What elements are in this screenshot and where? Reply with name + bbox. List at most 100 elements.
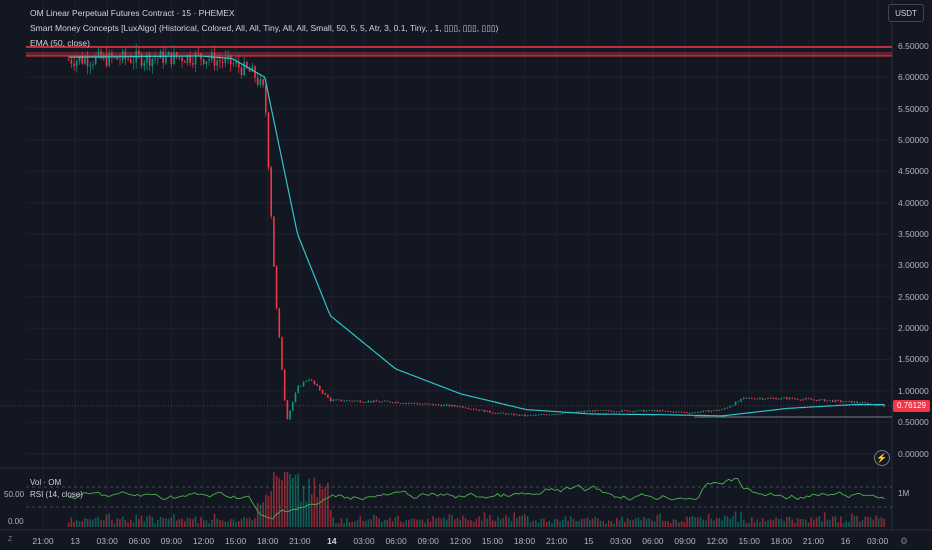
volume-bar [227,521,229,527]
candle-body [316,384,318,386]
volume-bar [826,519,829,527]
candle-body [386,400,389,402]
volume-bar [759,522,761,527]
volume-bar [526,516,529,527]
volume-bar [329,510,332,527]
candle-body [173,52,175,65]
volume-bar [642,516,645,527]
timezone-button[interactable]: Z [8,536,13,543]
candle-body [181,57,183,62]
candle-body [224,57,227,63]
candle-body [189,54,191,64]
volume-legend[interactable]: Vol · OM [30,478,62,487]
ema-indicator-legend[interactable]: EMA (50, close) [30,38,90,48]
candle-body [170,52,173,65]
volume-bar [305,501,308,527]
volume-bar [75,520,78,527]
volume-bar [699,517,702,527]
volume-bar [213,513,216,527]
candle-body [669,411,672,413]
candle-body [310,379,313,381]
volume-bar [721,520,723,527]
candle-body [850,400,853,403]
candle-body [696,412,699,413]
volume-bar [489,515,491,527]
candle-body [675,411,677,413]
candle-body [605,410,607,412]
volume-bar [121,516,124,527]
volume-bar [683,522,686,527]
volume-bar [491,520,494,527]
candle-body [610,410,613,412]
time-axis[interactable]: 21:00 13 03:00 06:00 09:00 12:00 15:00 18:00 21:… [0,530,892,550]
time-axis-label: 09:00 [674,536,696,546]
volume-bar [694,517,696,527]
lightning-icon[interactable]: ⚡ [874,450,890,466]
candle-body [518,414,521,416]
volume-bar [804,519,807,527]
candle-body [202,59,205,65]
volume-bar [345,517,348,527]
volume-bar [648,517,650,527]
candle-body [159,51,162,59]
candle-body [642,410,645,412]
volume-bar [696,517,699,527]
volume-bar [364,521,367,527]
candle-body [165,55,167,64]
candle-body [111,52,113,58]
volume-bar [327,482,329,527]
candle-body [634,411,637,412]
candle-body [367,400,370,403]
candle-body [507,413,510,415]
time-axis-label: 18:00 [513,536,536,546]
volume-bar [634,518,637,527]
volume-bar [688,517,691,527]
candle-body [705,410,707,412]
volume-bar [378,518,380,527]
candle-body [853,401,856,403]
candle-body [715,409,718,411]
volume-bar [767,520,769,527]
candle-body [775,398,777,400]
candle-body [772,398,775,399]
volume-bar [659,513,661,527]
volume-bar [856,515,858,527]
gear-icon[interactable]: ⚙ [900,536,909,546]
candle-body [378,401,380,403]
volume-bar [772,520,775,527]
volume-bar [170,517,173,527]
currency-button[interactable]: USDT [888,4,924,22]
volume-bar [713,520,715,527]
volume-bar [445,519,448,527]
volume-bar [615,518,618,527]
candle-body [73,63,75,67]
price-scale[interactable]: 6.50000 6.00000 5.50000 5.00000 4.50000 4.000… [892,0,932,520]
candle-body [661,410,664,412]
volume-bar [221,520,224,527]
candle-body [343,400,345,402]
candle-body [540,414,542,416]
smc-indicator-legend[interactable]: Smart Money Concepts [LuxAlgo] (Historic… [30,23,499,33]
volume-bar [256,503,259,527]
volume-bar [127,522,129,527]
symbol-title[interactable]: OM Linear Perpetual Futures Contract · 1… [30,8,235,18]
candle-body [229,54,232,65]
volume-bar [556,519,559,527]
candle-body [478,409,480,411]
volume-bar [791,519,794,527]
volume-bar [291,477,294,527]
volume-bar [300,501,302,527]
candle-body [613,411,615,413]
candle-body [300,385,302,387]
candle-body [156,58,159,60]
volume-bar [718,518,721,527]
candle-body [92,64,94,66]
volume-bar [178,519,181,527]
candle-body [286,400,289,420]
rsi-legend[interactable]: RSI (14, close) [30,490,83,499]
volume-bar [691,515,694,527]
time-axis-label: 21:00 [545,536,568,546]
candle-body [451,405,453,407]
